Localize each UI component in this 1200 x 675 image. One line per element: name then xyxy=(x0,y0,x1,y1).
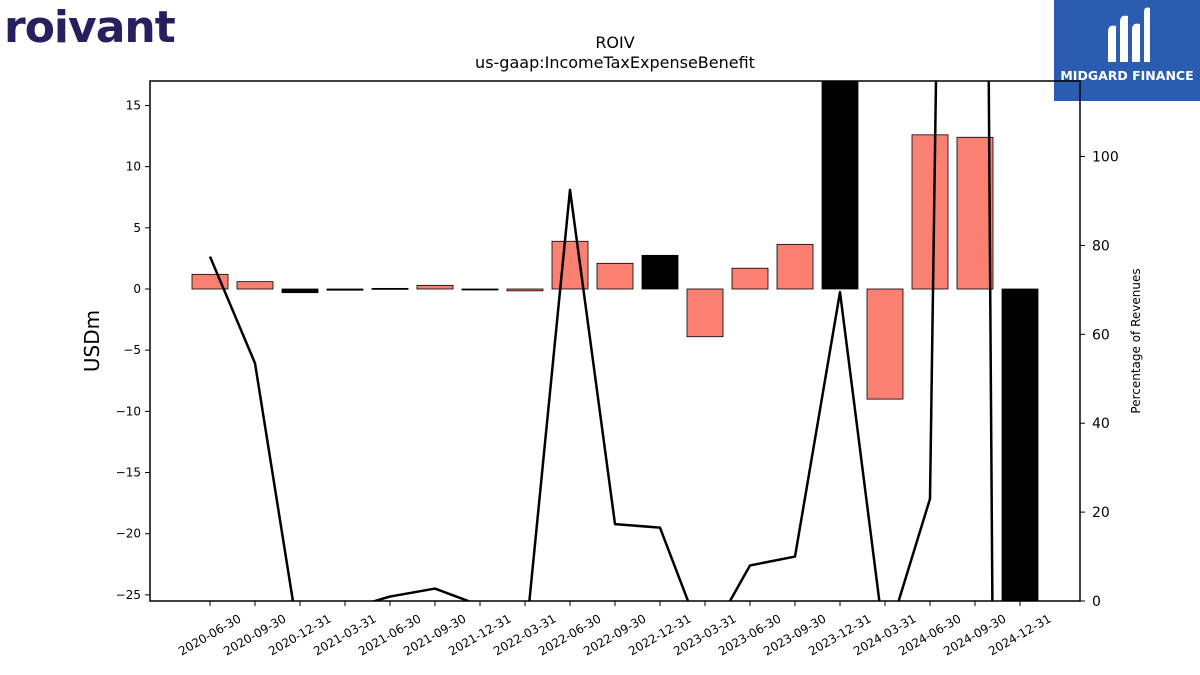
y-tick-label: −15 xyxy=(116,466,141,480)
y-tick-label: 15 xyxy=(126,98,141,112)
bar-2020-09-30 xyxy=(236,281,274,290)
y2-axis-label: Percentage of Revenues xyxy=(1129,268,1143,413)
bar-2024-12-31 xyxy=(1001,288,1039,601)
chart-title: ROIV xyxy=(595,33,634,52)
chart-subtitle: us-gaap:IncomeTaxExpenseBenefit xyxy=(475,53,755,72)
bar-2022-03-31 xyxy=(506,288,544,292)
plot-frame xyxy=(149,80,1081,602)
y-tick-label: −5 xyxy=(123,343,141,357)
bar-2021-06-30 xyxy=(371,287,409,290)
y-tick-label: −20 xyxy=(116,527,141,541)
y2-tick-label: 20 xyxy=(1092,505,1110,521)
y2-tick-label: 40 xyxy=(1092,416,1110,432)
midgard-finance-logo: MIDGARD FINANCE xyxy=(1054,0,1200,101)
y-tick-label: 0 xyxy=(133,282,141,296)
bar-2023-12-31 xyxy=(821,81,859,290)
roivant-logo: roivant xyxy=(4,2,176,53)
bar-2023-09-30 xyxy=(776,243,814,290)
midgard-logo-mark-icon xyxy=(1108,7,1150,63)
y-tick-label: 10 xyxy=(126,160,141,174)
bar-2023-03-31 xyxy=(686,288,724,338)
bar-2021-12-31 xyxy=(461,288,499,291)
bar-2023-06-30 xyxy=(731,267,769,290)
y2-tick-label: 0 xyxy=(1092,594,1101,610)
y2-tick-label: 100 xyxy=(1092,150,1119,166)
midgard-finance-wordmark: MIDGARD FINANCE xyxy=(1060,68,1194,83)
y2-tick-label: 60 xyxy=(1092,327,1110,343)
percentage-of-revenues-line xyxy=(208,81,994,601)
bar-2021-09-30 xyxy=(416,284,454,290)
y-tick-label: −10 xyxy=(116,404,141,418)
y-tick-label: −25 xyxy=(116,588,141,602)
bar-2020-12-31 xyxy=(281,288,319,294)
bar-2024-03-31 xyxy=(866,288,904,400)
y2-tick-label: 80 xyxy=(1092,238,1110,254)
bar-2024-06-30 xyxy=(911,134,949,290)
bar-2022-09-30 xyxy=(596,262,634,290)
bar-2021-03-31 xyxy=(326,288,364,291)
bar-2022-12-31 xyxy=(641,254,679,290)
y-tick-label: 5 xyxy=(133,221,141,235)
bar-2024-09-30 xyxy=(956,136,994,290)
y-axis-label: USDm xyxy=(80,310,104,372)
